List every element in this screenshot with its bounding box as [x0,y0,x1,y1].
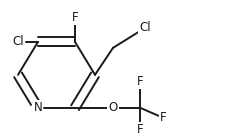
Text: F: F [159,111,166,124]
Text: Cl: Cl [12,35,24,48]
Text: F: F [136,123,143,136]
Text: F: F [71,11,78,24]
Text: Cl: Cl [139,21,150,34]
Text: F: F [136,75,143,88]
Text: O: O [108,101,117,114]
Text: N: N [33,101,42,114]
